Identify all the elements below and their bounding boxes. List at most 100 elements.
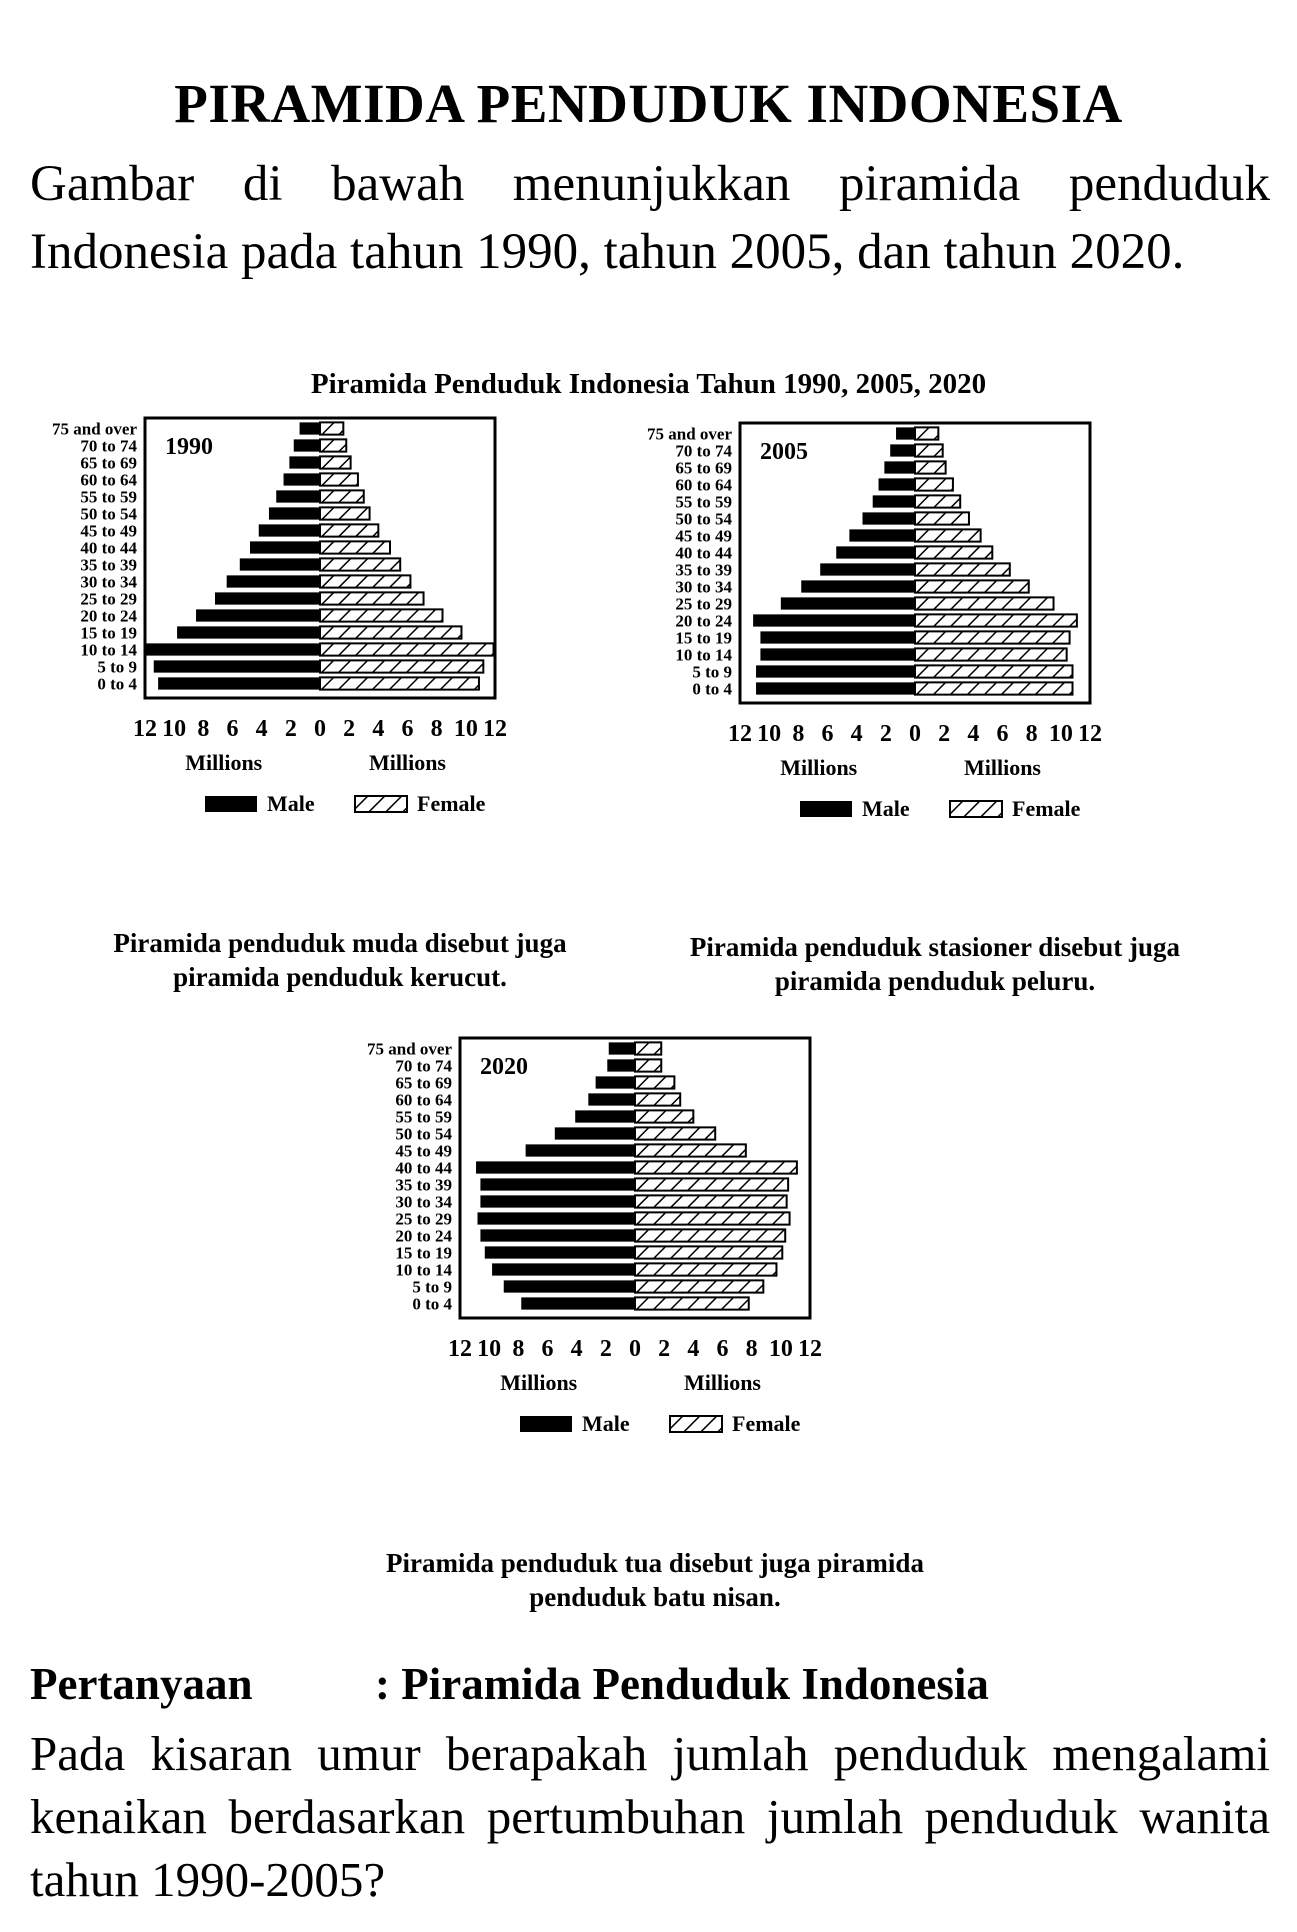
age-group-label: 65 to 69 xyxy=(395,1074,452,1093)
x-tick-label: 2 xyxy=(600,1336,612,1362)
age-group-label: 20 to 24 xyxy=(395,1227,452,1246)
legend-swatch-female xyxy=(354,795,408,813)
bar-female xyxy=(319,540,391,555)
bar-female xyxy=(319,438,348,453)
x-axis-label-male: Millions xyxy=(185,750,262,775)
x-tick-label: 4 xyxy=(571,1336,583,1362)
bar-male xyxy=(801,580,915,593)
age-group-label: 15 to 19 xyxy=(675,629,732,648)
age-group-label: 60 to 64 xyxy=(675,476,732,495)
bar-female xyxy=(319,659,485,674)
bar-female xyxy=(914,511,970,526)
bar-male xyxy=(608,1042,635,1055)
bar-female xyxy=(319,455,352,470)
x-tick-label: 12 xyxy=(133,716,157,742)
x-tick-label: 12 xyxy=(728,721,752,747)
bar-male xyxy=(484,1246,635,1259)
age-group-label: 10 to 14 xyxy=(675,646,732,665)
bar-female xyxy=(634,1262,778,1277)
x-tick-label: 8 xyxy=(1026,721,1038,747)
legend-swatch-male xyxy=(205,796,257,812)
bar-male xyxy=(158,677,320,690)
bar-male xyxy=(480,1178,635,1191)
x-tick-label: 6 xyxy=(227,716,239,742)
age-group-label: 65 to 69 xyxy=(675,459,732,478)
bar-male xyxy=(480,1229,635,1242)
bar-female xyxy=(634,1058,663,1073)
legend-label-male: Male xyxy=(582,1411,630,1436)
bar-female xyxy=(634,1041,663,1056)
bar-female xyxy=(634,1143,747,1158)
bar-female xyxy=(914,426,940,441)
x-tick-label: 8 xyxy=(792,721,804,747)
x-tick-label: 4 xyxy=(256,716,268,742)
x-tick-label: 10 xyxy=(454,716,478,742)
bar-male xyxy=(492,1263,635,1276)
age-group-label: 55 to 59 xyxy=(395,1108,452,1127)
x-tick-label: 10 xyxy=(477,1336,501,1362)
bar-female xyxy=(914,630,1071,645)
age-group-label: 35 to 39 xyxy=(80,556,137,575)
age-group-label: 55 to 59 xyxy=(675,493,732,512)
bar-female xyxy=(634,1126,717,1141)
age-group-label: 70 to 74 xyxy=(395,1057,452,1076)
x-tick-label: 12 xyxy=(483,716,507,742)
age-group-label: 0 to 4 xyxy=(692,680,732,699)
x-tick-label: 12 xyxy=(1078,721,1102,747)
age-group-label: 45 to 49 xyxy=(675,527,732,546)
bar-female xyxy=(634,1160,798,1175)
x-tick-label: 10 xyxy=(757,721,781,747)
figure-title: Piramida Penduduk Indonesia Tahun 1990, … xyxy=(310,368,987,400)
legend-swatch-male xyxy=(800,801,852,817)
bar-female xyxy=(634,1177,790,1192)
bar-male xyxy=(250,541,320,554)
bar-female xyxy=(914,647,1068,662)
legend-swatch-female xyxy=(669,1415,723,1433)
bar-male xyxy=(607,1059,635,1072)
age-group-label: 70 to 74 xyxy=(675,442,732,461)
x-tick-label: 6 xyxy=(997,721,1009,747)
bar-female xyxy=(634,1245,784,1260)
bar-male xyxy=(756,665,915,678)
bar-male xyxy=(525,1144,635,1157)
legend-label-female: Female xyxy=(417,791,486,816)
age-group-label: 75 and over xyxy=(647,425,732,444)
bar-male xyxy=(177,626,320,639)
bar-female xyxy=(319,591,425,606)
age-group-label: 25 to 29 xyxy=(675,595,732,614)
plot-frame xyxy=(738,421,1092,705)
x-tick-label: 2 xyxy=(880,721,892,747)
bar-male xyxy=(239,558,320,571)
bar-male xyxy=(521,1297,635,1310)
legend-swatch-female xyxy=(949,800,1003,818)
bar-male xyxy=(595,1076,635,1089)
x-tick-label: 6 xyxy=(402,716,414,742)
chart-year-label: 1990 xyxy=(165,434,213,460)
x-tick-label: 0 xyxy=(314,716,326,742)
plot-frame xyxy=(458,1036,812,1320)
caption-2020: Piramida penduduk tua disebut juga piram… xyxy=(386,1548,924,1612)
bar-male xyxy=(884,461,915,474)
bar-male xyxy=(890,444,915,457)
age-group-label: 55 to 59 xyxy=(80,488,137,507)
x-tick-label: 8 xyxy=(431,716,443,742)
bar-male xyxy=(293,439,320,452)
age-group-label: 75 and over xyxy=(52,420,137,439)
bar-male xyxy=(849,529,915,542)
bar-male xyxy=(503,1280,635,1293)
bar-female xyxy=(914,596,1055,611)
bar-female xyxy=(634,1092,682,1107)
age-group-label: 15 to 19 xyxy=(80,624,137,643)
x-tick-label: 0 xyxy=(629,1336,641,1362)
bar-female xyxy=(634,1228,787,1243)
age-group-label: 45 to 49 xyxy=(80,522,137,541)
bar-male xyxy=(258,524,320,537)
x-tick-label: 8 xyxy=(197,716,209,742)
bar-male xyxy=(878,478,915,491)
caption-1990: Piramida penduduk muda disebut juga pira… xyxy=(113,928,567,992)
bar-male xyxy=(896,427,915,440)
plot-frame xyxy=(143,416,497,700)
bar-male xyxy=(226,575,320,588)
x-tick-label: 2 xyxy=(938,721,950,747)
